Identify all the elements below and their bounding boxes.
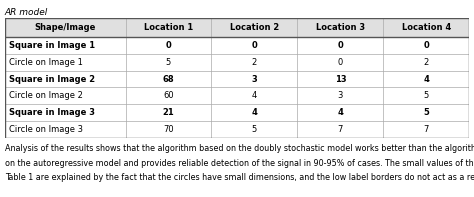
Text: 4: 4 (423, 74, 429, 84)
Text: 5: 5 (252, 125, 257, 134)
Text: Square in Image 2: Square in Image 2 (9, 74, 95, 84)
Text: Circle on Image 2: Circle on Image 2 (9, 91, 83, 100)
Text: 0: 0 (252, 41, 257, 50)
Text: 21: 21 (163, 108, 174, 117)
Text: 5: 5 (166, 58, 171, 67)
Text: 3: 3 (252, 74, 257, 84)
Text: 0: 0 (338, 58, 343, 67)
Text: 70: 70 (163, 125, 174, 134)
Text: 4: 4 (337, 108, 343, 117)
Text: Location 3: Location 3 (316, 23, 365, 32)
Text: 3: 3 (337, 91, 343, 100)
Text: 4: 4 (252, 91, 257, 100)
Text: Circle on Image 3: Circle on Image 3 (9, 125, 83, 134)
Text: 7: 7 (337, 125, 343, 134)
Text: 60: 60 (163, 91, 174, 100)
Text: on the autoregressive model and provides reliable detection of the signal in 90-: on the autoregressive model and provides… (5, 159, 474, 168)
Text: Location 1: Location 1 (144, 23, 193, 32)
Text: 5: 5 (423, 108, 429, 117)
Text: 0: 0 (165, 41, 172, 50)
Text: 4: 4 (252, 108, 257, 117)
Text: Square in Image 1: Square in Image 1 (9, 41, 95, 50)
Bar (5, 18, 469, 37)
Text: AR model: AR model (5, 8, 48, 17)
Text: 2: 2 (252, 58, 257, 67)
Text: 0: 0 (337, 41, 343, 50)
Text: Shape/Image: Shape/Image (35, 23, 96, 32)
Text: 0: 0 (423, 41, 429, 50)
Text: Analysis of the results shows that the algorithm based on the doubly stochastic : Analysis of the results shows that the a… (5, 144, 474, 153)
Text: 2: 2 (424, 58, 429, 67)
Text: 13: 13 (335, 74, 346, 84)
Text: 5: 5 (424, 91, 429, 100)
Text: Circle on Image 1: Circle on Image 1 (9, 58, 83, 67)
Text: 7: 7 (424, 125, 429, 134)
Text: Location 4: Location 4 (401, 23, 451, 32)
Text: 68: 68 (163, 74, 174, 84)
Text: Square in Image 3: Square in Image 3 (9, 108, 95, 117)
Text: Location 2: Location 2 (230, 23, 279, 32)
Text: Table 1 are explained by the fact that the circles have small dimensions, and th: Table 1 are explained by the fact that t… (5, 173, 474, 182)
